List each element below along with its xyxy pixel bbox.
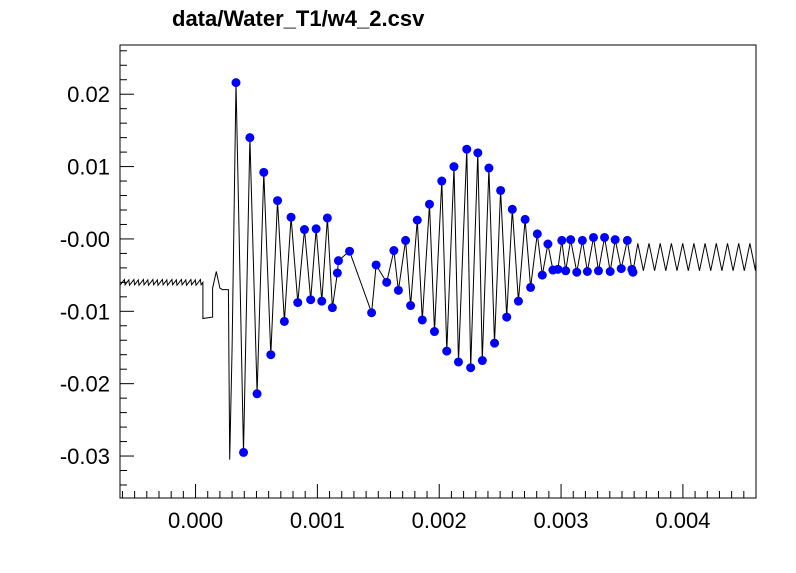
peak-point — [502, 312, 512, 322]
peak-point — [345, 246, 355, 256]
x-tick-label: 0.000 — [168, 508, 223, 533]
peak-point — [317, 296, 327, 306]
peak-point — [293, 298, 303, 308]
peak-point — [389, 246, 399, 256]
peak-point — [401, 235, 411, 245]
y-tick-label: 0.01 — [67, 155, 110, 180]
peak-point — [453, 357, 463, 367]
peak-point — [327, 303, 337, 313]
x-tick-label: 0.001 — [290, 508, 345, 533]
peak-point — [299, 225, 309, 235]
x-tick-label: 0.003 — [534, 508, 589, 533]
peak-point — [622, 235, 632, 245]
peak-point — [593, 266, 603, 276]
waveform-line — [119, 82, 757, 460]
peak-point — [537, 270, 547, 280]
peak-point — [572, 267, 582, 277]
peak-point — [616, 264, 626, 274]
y-tick-label: 0.02 — [67, 82, 110, 107]
x-tick-label: 0.004 — [655, 508, 710, 533]
peak-point — [306, 295, 316, 305]
y-tick-label: -0.03 — [60, 444, 110, 469]
peak-point — [266, 350, 276, 360]
peak-point — [513, 296, 523, 306]
peak-point — [417, 315, 427, 325]
x-tick-label: 0.002 — [412, 508, 467, 533]
peak-point — [577, 235, 587, 245]
peak-point — [412, 215, 422, 225]
peak-point — [252, 389, 262, 399]
peak-point — [496, 185, 506, 195]
peak-point — [449, 162, 459, 172]
peak-point — [231, 78, 241, 88]
peak-markers — [231, 78, 638, 457]
peak-point — [332, 268, 342, 278]
y-tick-label: -0.02 — [60, 372, 110, 397]
plot-frame — [119, 44, 757, 499]
peak-point — [605, 267, 615, 276]
peak-point — [239, 447, 249, 457]
peak-point — [588, 232, 598, 242]
peak-point — [367, 308, 377, 318]
peak-point — [526, 282, 536, 292]
peak-point — [543, 239, 553, 249]
axes: 0.000 0.001 0.002 0.003 0.004 0.02 0.01 -0.00 -0… — [60, 50, 757, 533]
peak-point — [437, 176, 447, 186]
peak-point — [553, 264, 563, 274]
peak-point — [628, 267, 638, 277]
peak-point — [610, 235, 620, 245]
peak-point — [484, 163, 494, 173]
y-tick-label: -0.01 — [60, 299, 110, 324]
peak-point — [245, 133, 255, 143]
peak-point — [566, 235, 576, 245]
peak-point — [279, 316, 289, 326]
peak-point — [561, 266, 571, 276]
peak-point — [600, 232, 610, 242]
peak-point — [582, 267, 592, 276]
peak-point — [473, 148, 483, 158]
peak-point — [286, 212, 296, 222]
peak-point — [477, 356, 487, 366]
peak-point — [322, 213, 332, 223]
peak-point — [393, 285, 403, 295]
peak-point — [532, 229, 542, 239]
peak-point — [429, 327, 439, 337]
peak-point — [424, 199, 434, 209]
peak-point — [311, 224, 321, 234]
peak-point — [442, 346, 452, 356]
peak-point — [520, 214, 530, 224]
peak-point — [259, 167, 269, 177]
peak-point — [371, 260, 381, 270]
peak-point — [466, 363, 476, 373]
y-tick-label: -0.00 — [60, 227, 110, 252]
peak-point — [382, 277, 392, 287]
peak-point — [462, 144, 472, 154]
peak-point — [557, 235, 567, 245]
chart-title: data/Water_T1/w4_2.csv — [172, 6, 425, 31]
peak-point — [490, 338, 500, 348]
peak-point — [507, 204, 517, 214]
peak-point — [333, 256, 343, 266]
peak-point — [273, 196, 283, 206]
peak-point — [406, 301, 416, 311]
